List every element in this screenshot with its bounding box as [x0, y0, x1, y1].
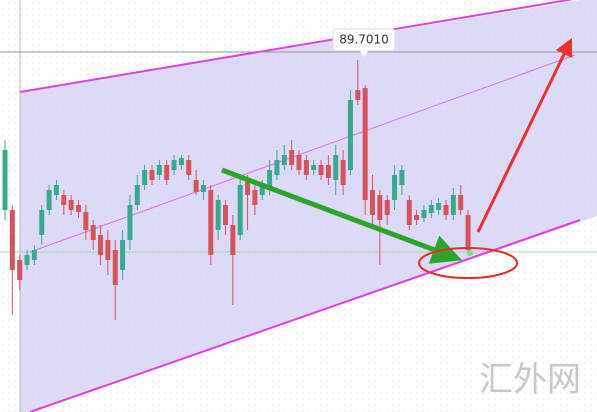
candle-body: [178, 158, 184, 165]
red-arrow: [476, 37, 573, 233]
candle-body: [230, 225, 236, 255]
candle-body: [399, 170, 405, 185]
candle-body: [39, 210, 45, 235]
candle-body: [208, 190, 214, 255]
candle-body: [2, 150, 8, 210]
candle-body: [223, 205, 228, 225]
candle-body: [112, 250, 118, 285]
candle-body: [127, 205, 133, 240]
watermark: 汇外网: [479, 360, 581, 400]
price-label-pointer: [360, 51, 368, 57]
candle-body: [303, 160, 309, 175]
candle-body: [53, 185, 59, 195]
candle-body: [289, 150, 295, 165]
candle-body: [61, 195, 67, 205]
candle-body: [421, 210, 427, 218]
candle-body: [156, 165, 162, 175]
candle-body: [414, 215, 420, 220]
candle-body: [252, 190, 258, 205]
candle-body: [465, 215, 471, 250]
candle-body: [171, 160, 177, 170]
highlight-dot: [467, 250, 473, 256]
candle-body: [370, 190, 375, 215]
candle-body: [83, 212, 89, 230]
candle-body: [274, 160, 280, 175]
candle-body: [9, 210, 15, 270]
candle-body: [76, 205, 81, 212]
candle-body: [450, 195, 456, 215]
candle-body: [68, 200, 74, 210]
candles: [2, 60, 471, 320]
candle-body: [377, 195, 383, 220]
highlight-ellipse: [418, 247, 518, 279]
candle-body: [281, 155, 287, 165]
candle-body: [436, 203, 442, 210]
channel-fill: [20, 0, 597, 412]
candle-body: [318, 165, 324, 175]
candle-body: [24, 255, 30, 265]
price-label: 89.7010: [339, 33, 389, 47]
candle-body: [392, 175, 398, 200]
candle-body: [259, 185, 265, 195]
candle-body: [296, 155, 302, 170]
green-arrow: [221, 167, 463, 264]
candle-body: [98, 235, 104, 255]
channel-lower: [29, 219, 581, 412]
candle-body: [362, 88, 368, 200]
candle-body: [134, 185, 140, 205]
candle-body: [149, 170, 155, 180]
candle-body: [90, 225, 96, 240]
candle-body: [17, 260, 23, 280]
candle-body: [200, 185, 206, 192]
candle-body: [347, 100, 353, 170]
candle-body: [237, 185, 243, 235]
candle-body: [31, 250, 37, 260]
candle-body: [186, 160, 192, 175]
channel-middle: [29, 54, 576, 253]
candle-body: [120, 240, 126, 270]
candle-body: [384, 200, 390, 215]
candle-body: [142, 170, 148, 185]
candle-body: [325, 165, 331, 178]
candle-body: [193, 180, 199, 192]
candle-body: [340, 160, 346, 185]
candle-body: [458, 195, 464, 210]
candle-body: [428, 205, 434, 213]
candle-body: [215, 200, 221, 230]
candle-body: [164, 165, 170, 180]
candle-body: [311, 165, 317, 170]
candle-body: [245, 180, 251, 195]
channel-upper: [19, 0, 575, 93]
candle-body: [105, 240, 111, 260]
candle-body: [46, 190, 52, 210]
candle-body: [355, 90, 361, 100]
candle-body: [443, 205, 449, 215]
candle-body: [406, 200, 412, 225]
candle-body: [267, 170, 273, 190]
candle-body: [333, 155, 339, 180]
